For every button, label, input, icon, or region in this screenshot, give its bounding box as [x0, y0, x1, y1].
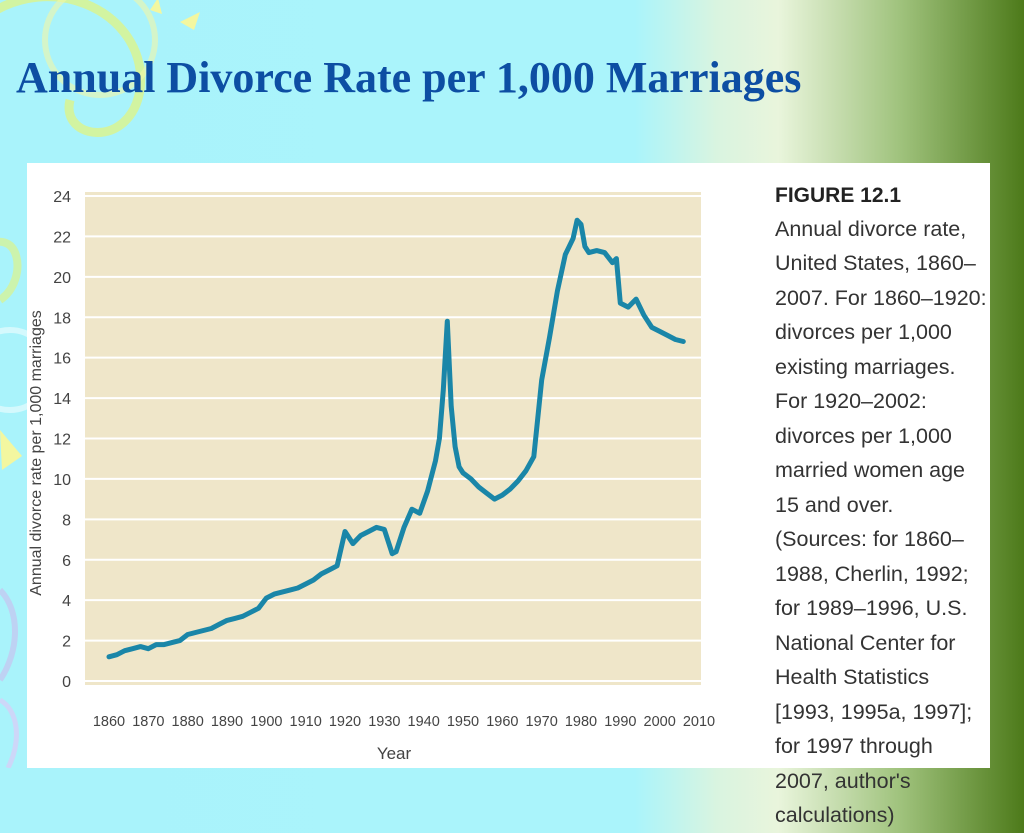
y-tick-label: 6 [62, 553, 71, 570]
y-tick-label: 0 [62, 674, 71, 691]
x-tick-label: 1910 [290, 714, 322, 730]
y-tick-label: 4 [62, 593, 71, 610]
x-tick-label: 1860 [93, 714, 125, 730]
x-tick-label: 1900 [250, 714, 282, 730]
x-tick-labels: 1860 1870 1880 1890 1900 1910 1920 1930 1940 1950… [93, 714, 715, 730]
y-tick-label: 14 [53, 391, 71, 408]
y-tick-label: 22 [53, 229, 71, 246]
x-tick-label: 1940 [408, 714, 440, 730]
x-tick-label: 1990 [604, 714, 636, 730]
y-tick-label: 20 [53, 270, 71, 287]
x-tick-label: 1930 [368, 714, 400, 730]
slide-title: Annual Divorce Rate per 1,000 Marriages [16, 53, 802, 102]
x-tick-label: 1980 [565, 714, 597, 730]
y-tick-label: 2 [62, 634, 71, 651]
x-tick-label: 1960 [486, 714, 518, 730]
x-axis-label: Year [377, 744, 412, 763]
x-tick-label: 1920 [329, 714, 361, 730]
x-tick-label: 2010 [683, 714, 715, 730]
figure-label: FIGURE 12.1 [775, 184, 902, 207]
y-tick-label: 10 [53, 472, 71, 489]
x-tick-label: 2000 [644, 714, 676, 730]
y-axis-label: Annual divorce rate per 1,000 marriages [28, 310, 45, 596]
y-tick-label: 24 [53, 189, 71, 206]
x-tick-label: 1970 [526, 714, 558, 730]
y-tick-label: 8 [62, 512, 71, 529]
x-tick-label: 1950 [447, 714, 479, 730]
gridlines [85, 195, 701, 682]
y-tick-label: 16 [53, 351, 71, 368]
y-tick-label: 18 [53, 310, 71, 327]
figure-caption-text: Annual divorce rate, United States, 1860… [775, 216, 987, 828]
x-tick-label: 1890 [211, 714, 243, 730]
x-tick-label: 1880 [172, 714, 204, 730]
figure-caption: FIGURE 12.1 Annual divorce rate, United … [775, 179, 987, 833]
figure-panel: 0 2 4 6 8 10 12 14 16 18 20 22 24 1860 1870 1880 1890 19… [27, 163, 990, 827]
series-line [106, 217, 686, 660]
x-tick-label: 1870 [132, 714, 164, 730]
y-tick-label: 12 [53, 432, 71, 449]
